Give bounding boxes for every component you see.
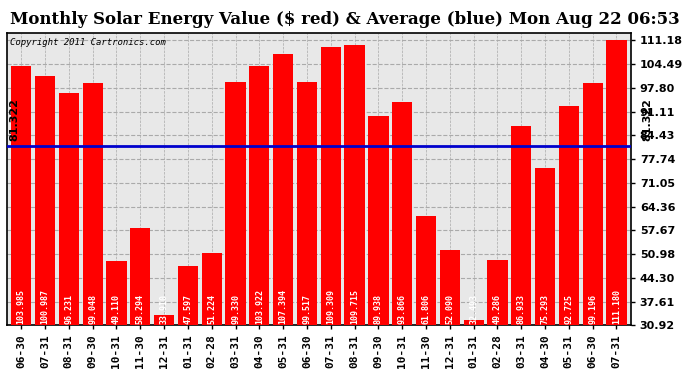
Bar [559,106,579,325]
Bar [297,82,317,325]
Text: 99.196: 99.196 [588,294,597,324]
Bar [368,116,388,325]
Text: 109.715: 109.715 [350,289,359,324]
Text: 96.231: 96.231 [64,294,73,324]
Bar [535,168,555,325]
Text: 103.922: 103.922 [255,289,264,324]
Text: 49.286: 49.286 [493,294,502,324]
Text: 49.110: 49.110 [112,294,121,324]
Bar [226,82,246,325]
Bar [83,83,103,325]
Text: 32.493: 32.493 [469,294,478,324]
Text: 33.910: 33.910 [159,294,168,324]
Text: 52.090: 52.090 [445,294,454,324]
Text: 61.806: 61.806 [422,294,431,324]
Text: 47.597: 47.597 [184,294,193,324]
Bar [487,260,508,325]
Text: 107.394: 107.394 [279,289,288,324]
Text: Copyright 2011 Cartronics.com: Copyright 2011 Cartronics.com [10,38,166,46]
Bar [464,320,484,325]
Bar [511,126,531,325]
Text: 89.938: 89.938 [374,294,383,324]
Text: 86.933: 86.933 [517,294,526,324]
Text: 111.180: 111.180 [612,289,621,324]
Text: 109.309: 109.309 [326,289,335,324]
Text: 75.293: 75.293 [540,294,549,324]
Text: 99.517: 99.517 [302,294,311,324]
Bar [11,66,31,325]
Bar [35,76,55,325]
Bar [178,266,198,325]
Text: 99.048: 99.048 [88,294,97,324]
Bar [106,261,126,325]
Bar [392,102,413,325]
Bar [249,66,270,325]
Text: 100.987: 100.987 [41,289,50,324]
Bar [201,253,221,325]
Bar [130,228,150,325]
Bar [416,216,436,325]
Bar [607,40,627,325]
Text: 103.985: 103.985 [17,289,26,324]
Text: Monthly Solar Energy Value ($ red) & Average (blue) Mon Aug 22 06:53: Monthly Solar Energy Value ($ red) & Ave… [10,11,680,28]
Text: 92.725: 92.725 [564,294,573,324]
Bar [59,93,79,325]
Bar [582,83,603,325]
Text: 81.322: 81.322 [642,98,653,141]
Text: 81.322: 81.322 [10,98,19,141]
Bar [154,315,174,325]
Text: 99.330: 99.330 [231,294,240,324]
Text: 51.224: 51.224 [207,294,216,324]
Text: 93.866: 93.866 [397,294,406,324]
Bar [273,54,293,325]
Bar [440,250,460,325]
Bar [321,47,341,325]
Bar [344,45,365,325]
Text: 58.294: 58.294 [136,294,145,324]
